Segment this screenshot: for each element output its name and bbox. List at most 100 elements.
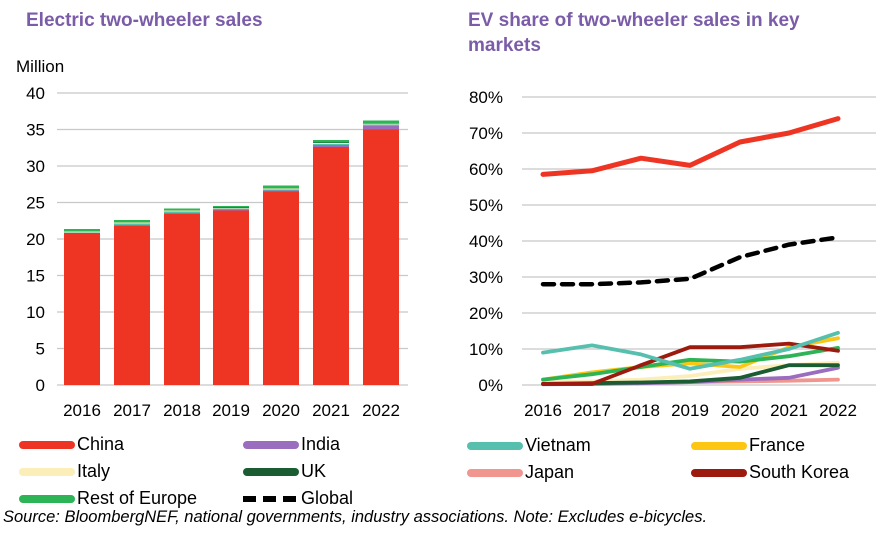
vietnam-legend-swatch — [467, 441, 523, 450]
legend-item-global: Global — [243, 488, 353, 509]
y-tick-label: 5 — [36, 340, 45, 359]
x-tick-label: 2022 — [819, 401, 857, 420]
china-legend-swatch — [19, 440, 75, 449]
legend-item-vietnam: Vietnam — [467, 435, 691, 456]
bar-segment-rest-of-europe — [313, 140, 349, 143]
line-vietnam — [541, 330, 840, 371]
global-legend-swatch — [243, 495, 296, 502]
uk-legend-swatch — [243, 467, 299, 476]
legend-label: UK — [301, 461, 327, 481]
x-tick-label: 2021 — [312, 401, 350, 420]
bar-segment-china — [313, 147, 349, 385]
y-tick-label: 30% — [469, 268, 503, 287]
y-tick-label: 80% — [469, 88, 503, 107]
bar-segment-china — [114, 225, 150, 385]
y-tick-label: 40% — [469, 232, 503, 251]
bar-segment-rest-of-europe — [263, 185, 299, 189]
x-tick-label: 2022 — [362, 401, 400, 420]
bar-segment-rest-of-europe — [213, 205, 249, 208]
y-tick-label: 50% — [469, 196, 503, 215]
left-legend: China India Italy UK Rest of Europe Global — [19, 431, 353, 512]
bar-segment-italy — [213, 207, 249, 209]
legend-label: Global — [301, 488, 354, 508]
x-tick-label: 2019 — [671, 401, 709, 420]
y-tick-label: 60% — [469, 160, 503, 179]
y-tick-label: 10 — [26, 303, 45, 322]
legend-label: France — [749, 435, 806, 455]
y-tick-label: 35 — [26, 121, 45, 140]
y-tick-label: 25 — [26, 194, 45, 213]
electric-two-wheeler-sales-bar-chart: 0 5 10 15 20 25 30 35 40 2016 2017 2018 2019 2020 2021… — [26, 84, 408, 420]
bar-segment-india — [213, 209, 249, 211]
legend-label: Rest of Europe — [77, 488, 198, 508]
legend-item-rest-of-europe: Rest of Europe — [19, 488, 243, 509]
bar-segment-rest-of-europe — [363, 120, 399, 123]
bar-segment-rest-of-europe — [64, 228, 100, 232]
legend-item-china: China — [19, 434, 243, 455]
legend-item-india: India — [243, 434, 340, 455]
france-legend-swatch — [691, 441, 747, 450]
bar-segment-vietnam — [114, 223, 150, 226]
south-korea-legend-swatch — [691, 468, 747, 477]
legend-label: Japan — [525, 462, 575, 482]
legend-row: China India — [19, 431, 353, 458]
bar-segment-india — [313, 145, 349, 148]
bar-segment-vietnam — [363, 124, 399, 127]
right-chart-title: EV share of two-wheeler sales in key mar… — [468, 10, 800, 56]
legend-item-italy: Italy — [19, 461, 243, 482]
x-tick-label: 2016 — [524, 401, 562, 420]
x-tick-label: 2018 — [622, 401, 660, 420]
bar-segment-italy — [313, 143, 349, 145]
legend-item-france: France — [691, 435, 805, 456]
legend-item-south-korea: South Korea — [691, 462, 849, 483]
x-tick-label: 2017 — [113, 401, 151, 420]
y-tick-label: 40 — [26, 84, 45, 103]
legend-row: Vietnam France — [467, 432, 849, 459]
rest-of-europe-legend-swatch — [19, 494, 75, 503]
bar-segment-italy — [363, 123, 399, 125]
right-legend: Vietnam France Japan South Korea — [467, 432, 849, 486]
bar-segment-vietnam — [263, 189, 299, 191]
line-south-korea — [541, 341, 840, 386]
bar-segment-vietnam — [164, 211, 200, 214]
legend-label: Vietnam — [525, 435, 591, 455]
bar-segment-india — [164, 213, 200, 215]
x-tick-label: 2016 — [63, 401, 101, 420]
y-tick-label: 15 — [26, 267, 45, 286]
left-chart-title: Electric two-wheeler sales — [26, 10, 263, 31]
source-note: Source: BloombergNEF, national governmen… — [3, 508, 708, 526]
legend-row: Japan South Korea — [467, 459, 849, 486]
line-global — [540, 235, 841, 287]
bar-segment-india — [363, 126, 399, 130]
x-tick-label: 2020 — [721, 401, 759, 420]
y-tick-label: 20% — [469, 304, 503, 323]
bar-segment-india — [263, 190, 299, 192]
japan-legend-swatch — [467, 468, 523, 477]
legend-row: Rest of Europe Global — [19, 485, 353, 512]
x-tick-label: 2021 — [770, 401, 808, 420]
y-tick-label: 20 — [26, 230, 45, 249]
bar-segment-china — [213, 210, 249, 385]
bar-segment-italy — [64, 231, 100, 233]
ev-share-line-chart: 0% 10% 20% 30% 40% 50% 60% 70% 80% 2016 2017 2018 20… — [469, 88, 876, 420]
x-tick-label: 2020 — [262, 401, 300, 420]
bar-segment-rest-of-europe — [164, 208, 200, 211]
legend-label: India — [301, 434, 341, 454]
legend-label: South Korea — [749, 462, 850, 482]
x-tick-label: 2018 — [163, 401, 201, 420]
bar-segment-italy — [263, 188, 299, 190]
bar-segment-china — [263, 191, 299, 385]
bar-segment-rest-of-europe — [114, 220, 150, 223]
bar-segment-italy — [114, 222, 150, 224]
legend-row: Italy UK — [19, 458, 353, 485]
legend-label: China — [77, 434, 125, 454]
left-chart-unit-label: Million — [16, 57, 65, 76]
legend-item-uk: UK — [243, 461, 326, 482]
bar-segment-vietnam — [213, 208, 249, 210]
bar-segment-china — [164, 214, 200, 385]
legend-item-japan: Japan — [467, 462, 691, 483]
bar-segment-vietnam — [313, 144, 349, 146]
x-tick-label: 2017 — [573, 401, 611, 420]
legend-label: Italy — [77, 461, 111, 481]
